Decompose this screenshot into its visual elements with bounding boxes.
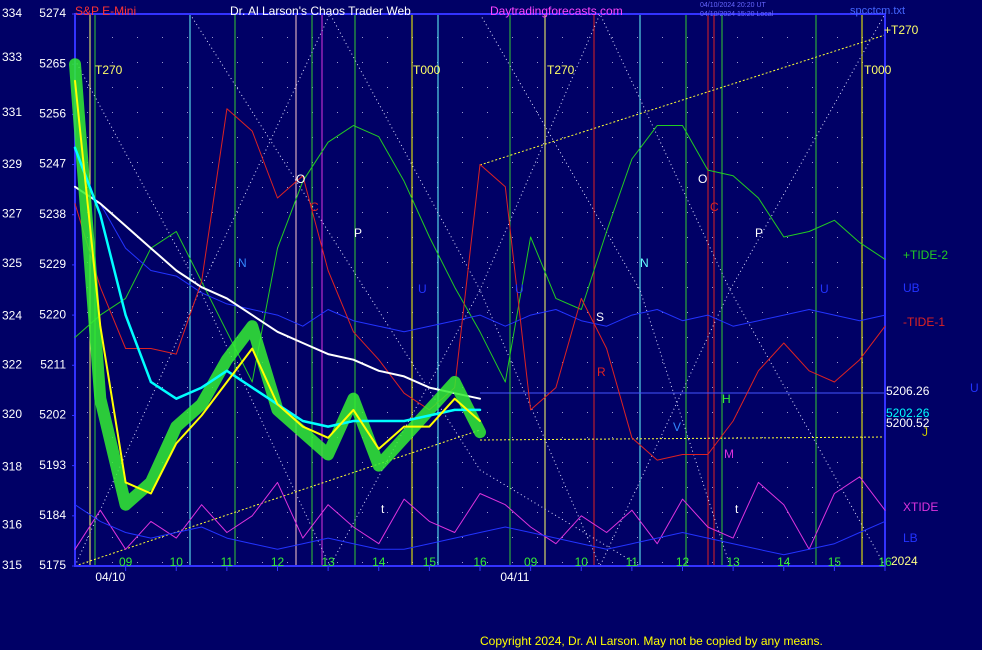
site: Daytradingforecasts.com [490, 4, 623, 18]
legend-label: UB [903, 281, 920, 295]
annotation: T270 [95, 63, 123, 77]
y-tick-label: 5256 [39, 107, 66, 121]
x-tick-label: 10 [170, 555, 184, 569]
y-tick-label: 5229 [39, 257, 66, 271]
annotation: T000 [864, 63, 892, 77]
legend-label: -TIDE-1 [903, 315, 945, 329]
legend-label: XTIDE [903, 500, 938, 514]
cycle-lines [89, 14, 863, 566]
date-label: 04/10 [95, 570, 125, 584]
copyright: Copyright 2024, Dr. Al Larson. May not b… [480, 634, 823, 648]
x-tick-label: 15 [423, 555, 437, 569]
legend-label: LB [903, 531, 918, 545]
series-line [74, 79, 481, 495]
legend-label: +TIDE-2 [903, 248, 948, 262]
x-tick-label: 14 [777, 555, 791, 569]
x-tick-label: 13 [321, 555, 335, 569]
instrument: S&P E-Mini [75, 4, 136, 18]
annotation: T000 [413, 63, 441, 77]
annotation: t [735, 502, 739, 516]
series-line [74, 476, 886, 550]
series-line [74, 186, 886, 333]
x-tick-label: 16 [473, 555, 487, 569]
y2-tick-label: 322 [2, 358, 22, 372]
annotation: U [515, 282, 524, 296]
annotation: t [381, 502, 385, 516]
annotation: U [820, 282, 829, 296]
y2-tick-label: 327 [2, 207, 22, 221]
y2-tick-label: 333 [2, 50, 22, 64]
x-tick-label: 13 [726, 555, 740, 569]
y2-tick-label: 320 [2, 407, 22, 421]
annotation: N [238, 256, 247, 270]
series-line [74, 108, 886, 461]
stamp: 04/10/2024 20:20 UT [700, 2, 766, 9]
y-tick-label: 5274 [39, 6, 66, 20]
y-tick-label: 5193 [39, 458, 66, 472]
annotation: C [310, 200, 319, 214]
annotation: O [296, 172, 305, 186]
annotation: C [710, 200, 719, 214]
x-tick-label: 11 [626, 555, 639, 569]
annotation: H [722, 392, 731, 406]
annotation: R [597, 365, 606, 379]
annotation: N [640, 256, 649, 270]
x-tick-label: 14 [372, 555, 386, 569]
y-tick-label: 5247 [39, 157, 66, 171]
series-line [74, 125, 886, 383]
x-tick-label: 09 [524, 555, 538, 569]
y-tick-label: 5175 [39, 558, 66, 572]
annotation: S [596, 310, 604, 324]
y2-tick-label: 331 [2, 105, 22, 119]
y-tick-label: 5220 [39, 307, 66, 321]
annotation: M [724, 447, 734, 461]
x-tick-label: 12 [676, 555, 690, 569]
year: 2024 [891, 554, 918, 568]
annotation: +T270 [884, 23, 919, 37]
annotation: T270 [547, 63, 575, 77]
y-tick-label: 5211 [40, 357, 66, 371]
y2-tick-label: 316 [2, 517, 22, 531]
x-tick-label: 10 [575, 555, 589, 569]
date-label: 04/11 [500, 570, 529, 584]
annotation: P [354, 226, 362, 240]
y-tick-label: 5184 [39, 508, 66, 522]
series-line [74, 504, 886, 556]
annotation: O [698, 172, 707, 186]
annotation: P [755, 226, 763, 240]
x-tick-label: 11 [221, 555, 234, 569]
y2-tick-label: 325 [2, 256, 22, 270]
y2-tick-label: 324 [2, 308, 22, 322]
price-label: 5202.26 [886, 406, 930, 420]
annotation: U [418, 282, 427, 296]
annotation: U [970, 381, 979, 395]
stamp: 04/10/2024 15:20 Local [700, 11, 774, 18]
y-tick-label: 5265 [39, 56, 66, 70]
annotation: J [922, 425, 928, 439]
series-line [74, 185, 481, 400]
price-label: 5206.26 [886, 384, 930, 398]
y2-tick-label: 334 [2, 6, 22, 20]
x-tick-label: 12 [271, 555, 285, 569]
price-label: 5200.52 [886, 416, 930, 430]
x-tick-label: 09 [119, 555, 133, 569]
y2-tick-label: 318 [2, 459, 22, 473]
y2-tick-label: 329 [2, 157, 22, 171]
chart-title: Dr. Al Larson's Chaos Trader Web [230, 4, 411, 18]
y-tick-label: 5202 [39, 408, 66, 422]
x-tick-label: 15 [828, 555, 842, 569]
trend-lines [74, 34, 886, 567]
x-tick-label: 16 [878, 555, 892, 569]
y-tick-label: 5238 [39, 207, 66, 221]
angle-lines [74, 12, 886, 568]
y2-tick-label: 315 [2, 558, 22, 572]
annotation: V [673, 420, 681, 434]
file-name: spcctcm.txt [850, 5, 905, 17]
